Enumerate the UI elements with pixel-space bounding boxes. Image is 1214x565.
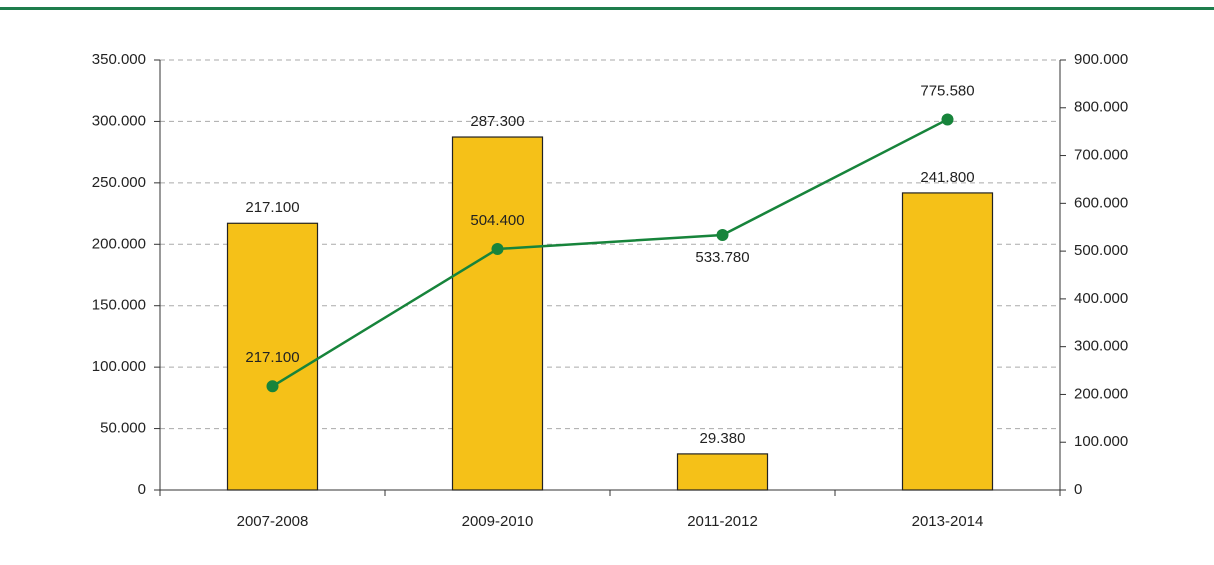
y2-tick-label: 600.000 (1074, 194, 1128, 211)
y-tick-label: 250.000 (92, 174, 146, 191)
x-tick-label: 2011-2012 (687, 513, 758, 530)
line (271, 118, 949, 388)
y2-tick-label: 500.000 (1074, 242, 1128, 259)
bar (451, 136, 544, 491)
x-tick-label: 2009-2010 (462, 513, 534, 530)
y-tick-label: 150.000 (92, 297, 146, 314)
line-point (716, 228, 729, 241)
x-tick-label: 2013-2014 (912, 513, 984, 530)
x-tick-label: 2007-2008 (237, 513, 309, 530)
y2-tick-label: 200.000 (1074, 385, 1128, 402)
line-point (491, 243, 504, 256)
header-rule (0, 7, 1214, 10)
y-tick-label: 100.000 (92, 358, 146, 375)
line-point (266, 380, 279, 393)
bar-value-label: 287.300 (470, 113, 524, 130)
line-value-label: 533.780 (695, 249, 749, 266)
y2-tick-label: 700.000 (1074, 147, 1128, 164)
y2-tick-label: 800.000 (1074, 99, 1128, 116)
y-tick-label: 200.000 (92, 235, 146, 252)
y-tick-label: 300.000 (92, 112, 146, 129)
bar (676, 453, 769, 491)
y-tick-label: 350.000 (92, 51, 146, 68)
bar (901, 192, 994, 491)
bar-value-label: 241.800 (920, 169, 974, 186)
y2-tick-label: 300.000 (1074, 338, 1128, 355)
y2-tick-label: 900.000 (1074, 51, 1128, 68)
line-value-label: 775.580 (920, 82, 974, 99)
line-value-label: 217.100 (245, 349, 299, 366)
y2-tick-label: 0 (1074, 481, 1082, 498)
line-value-label: 504.400 (470, 212, 524, 229)
y-tick-label: 50.000 (100, 420, 146, 437)
y-tick-label: 0 (138, 481, 146, 498)
bar-value-label: 29.380 (700, 430, 746, 447)
line-point (941, 113, 954, 126)
y2-tick-label: 100.000 (1074, 433, 1128, 450)
bar-value-label: 217.100 (245, 199, 299, 216)
y2-tick-label: 400.000 (1074, 290, 1128, 307)
bar (226, 222, 319, 491)
